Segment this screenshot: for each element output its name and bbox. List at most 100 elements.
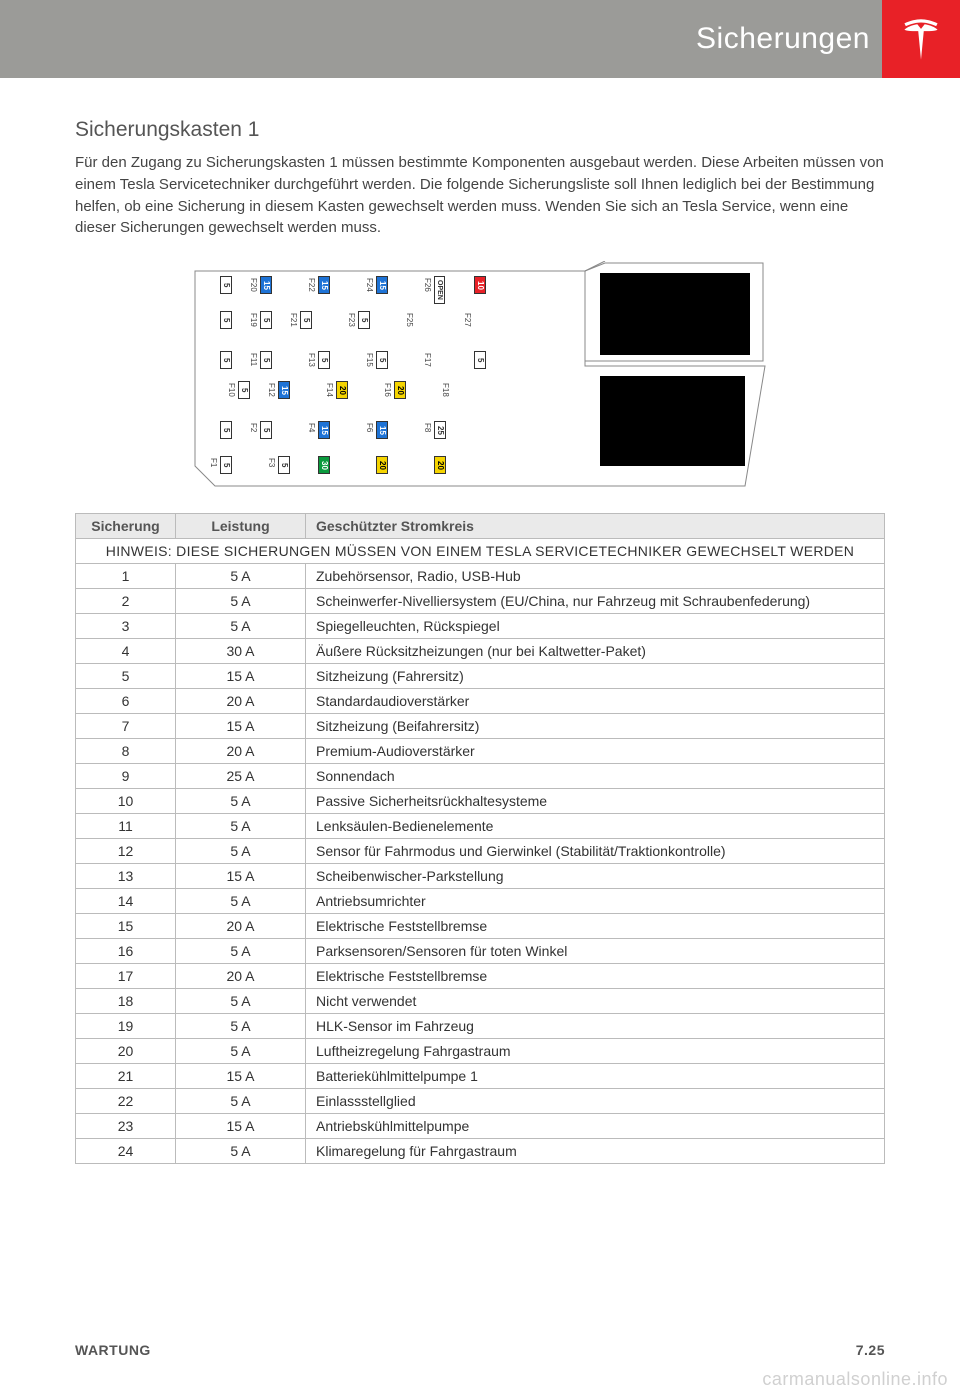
cell-fuse: 18 <box>76 989 176 1014</box>
cell-circuit: Luftheizregelung Fahrgastraum <box>306 1039 885 1064</box>
cell-circuit: HLK-Sensor im Fahrzeug <box>306 1014 885 1039</box>
fuse-label: F26 <box>423 276 432 294</box>
cell-circuit: Einlassstellglied <box>306 1089 885 1114</box>
fuse-label: F6 <box>365 421 374 434</box>
cell-circuit: Lenksäulen-Bedienelemente <box>306 814 885 839</box>
table-row: 195 AHLK-Sensor im Fahrzeug <box>76 1014 885 1039</box>
cell-fuse: 3 <box>76 614 176 639</box>
fuse-chip: 10 <box>474 276 486 294</box>
fuse-chip: OPEN <box>434 276 445 304</box>
fuse-label: F24 <box>365 276 374 294</box>
cell-fuse: 23 <box>76 1114 176 1139</box>
fuse-label: F16 <box>383 381 392 399</box>
table-row: 715 ASitzheizung (Beifahrersitz) <box>76 714 885 739</box>
fuse-chip: 5 <box>220 351 232 369</box>
table-row: 620 AStandardaudioverstärker <box>76 689 885 714</box>
cell-circuit: Sitzheizung (Beifahrersitz) <box>306 714 885 739</box>
table-row: 2115 ABatteriekühlmittelpumpe 1 <box>76 1064 885 1089</box>
brand-logo <box>882 0 960 78</box>
fuse-label: F8 <box>423 421 432 434</box>
cell-rating: 15 A <box>176 1114 306 1139</box>
fuse-chip: 5 <box>220 456 232 474</box>
table-row: 205 ALuftheizregelung Fahrgastraum <box>76 1039 885 1064</box>
cell-circuit: Äußere Rücksitzheizungen (nur bei Kaltwe… <box>306 639 885 664</box>
fuse-label: F25 <box>405 311 414 329</box>
fuse-label: F10 <box>227 381 236 399</box>
cell-rating: 15 A <box>176 864 306 889</box>
cell-circuit: Zubehörsensor, Radio, USB-Hub <box>306 564 885 589</box>
table-row: 515 ASitzheizung (Fahrersitz) <box>76 664 885 689</box>
cell-circuit: Klimaregelung für Fahrgastraum <box>306 1139 885 1164</box>
table-row: 15 AZubehörsensor, Radio, USB-Hub <box>76 564 885 589</box>
table-row: 2315 AAntriebskühlmittelpumpe <box>76 1114 885 1139</box>
table-row: 430 AÄußere Rücksitzheizungen (nur bei K… <box>76 639 885 664</box>
cell-fuse: 17 <box>76 964 176 989</box>
th-rating: Leistung <box>176 514 306 539</box>
cell-rating: 20 A <box>176 964 306 989</box>
th-circuit: Geschützter Stromkreis <box>306 514 885 539</box>
cell-fuse: 15 <box>76 914 176 939</box>
cell-circuit: Sensor für Fahrmodus und Gierwinkel (Sta… <box>306 839 885 864</box>
cell-circuit: Scheibenwischer-Parkstellung <box>306 864 885 889</box>
cell-fuse: 11 <box>76 814 176 839</box>
cell-fuse: 10 <box>76 789 176 814</box>
fuse-chip: 5 <box>220 421 232 439</box>
cell-fuse: 24 <box>76 1139 176 1164</box>
cell-circuit: Sonnendach <box>306 764 885 789</box>
fuse-chip: 15 <box>376 276 388 294</box>
cell-rating: 15 A <box>176 664 306 689</box>
fuse-chip: 5 <box>358 311 370 329</box>
fuse-chip: 15 <box>278 381 290 399</box>
table-head: Sicherung Leistung Geschützter Stromkrei… <box>76 514 885 539</box>
cell-rating: 5 A <box>176 1089 306 1114</box>
cell-rating: 5 A <box>176 989 306 1014</box>
cell-fuse: 7 <box>76 714 176 739</box>
page-footer: WARTUNG 7.25 <box>75 1342 885 1358</box>
fuse-label: F27 <box>463 311 472 329</box>
fuse-label: F19 <box>249 311 258 329</box>
fuse-chip: 5 <box>300 311 312 329</box>
fuse-label: F1 <box>209 456 218 469</box>
cell-rating: 5 A <box>176 939 306 964</box>
table-row: 165 AParksensoren/Sensoren für toten Win… <box>76 939 885 964</box>
fuse-label: F12 <box>267 381 276 399</box>
fuse-chip: 30 <box>318 456 330 474</box>
fuse-label: F17 <box>423 351 432 369</box>
cell-rating: 15 A <box>176 714 306 739</box>
cell-circuit: Passive Sicherheitsrückhaltesysteme <box>306 789 885 814</box>
cell-fuse: 19 <box>76 1014 176 1039</box>
table-note-row: HINWEIS: DIESE SICHERUNGEN MÜSSEN VON EI… <box>76 539 885 564</box>
cell-circuit: Antriebsumrichter <box>306 889 885 914</box>
cell-rating: 5 A <box>176 1139 306 1164</box>
table-row: 1720 AElektrische Feststellbremse <box>76 964 885 989</box>
cell-fuse: 20 <box>76 1039 176 1064</box>
header-bar: Sicherungen <box>0 0 960 78</box>
table-row: 245 AKlimaregelung für Fahrgastraum <box>76 1139 885 1164</box>
cell-circuit: Standardaudioverstärker <box>306 689 885 714</box>
table-row: 25 AScheinwerfer-Nivelliersystem (EU/Chi… <box>76 589 885 614</box>
cell-circuit: Sitzheizung (Fahrersitz) <box>306 664 885 689</box>
table-row: 1315 AScheibenwischer-Parkstellung <box>76 864 885 889</box>
cell-fuse: 5 <box>76 664 176 689</box>
cell-fuse: 4 <box>76 639 176 664</box>
cell-rating: 25 A <box>176 764 306 789</box>
cell-rating: 5 A <box>176 564 306 589</box>
fuse-label: F22 <box>307 276 316 294</box>
cell-circuit: Elektrische Feststellbremse <box>306 914 885 939</box>
cell-rating: 15 A <box>176 1064 306 1089</box>
fuse-chip: 5 <box>260 311 272 329</box>
fuse-chip: 20 <box>376 456 388 474</box>
intro-paragraph: Für den Zugang zu Sicherungskasten 1 müs… <box>75 152 885 239</box>
fuse-label: F2 <box>249 421 258 434</box>
fuse-table: Sicherung Leistung Geschützter Stromkrei… <box>75 513 885 1164</box>
watermark: carmanualsonline.info <box>762 1369 948 1390</box>
table-row: 35 ASpiegelleuchten, Rückspiegel <box>76 614 885 639</box>
fuse-chip: 5 <box>260 421 272 439</box>
cell-rating: 5 A <box>176 589 306 614</box>
fuse-label: F3 <box>267 456 276 469</box>
table-row: 820 APremium-Audioverstärker <box>76 739 885 764</box>
cell-circuit: Parksensoren/Sensoren für toten Winkel <box>306 939 885 964</box>
fuse-chip: 20 <box>394 381 406 399</box>
fuse-label: F21 <box>289 311 298 329</box>
cell-rating: 20 A <box>176 914 306 939</box>
